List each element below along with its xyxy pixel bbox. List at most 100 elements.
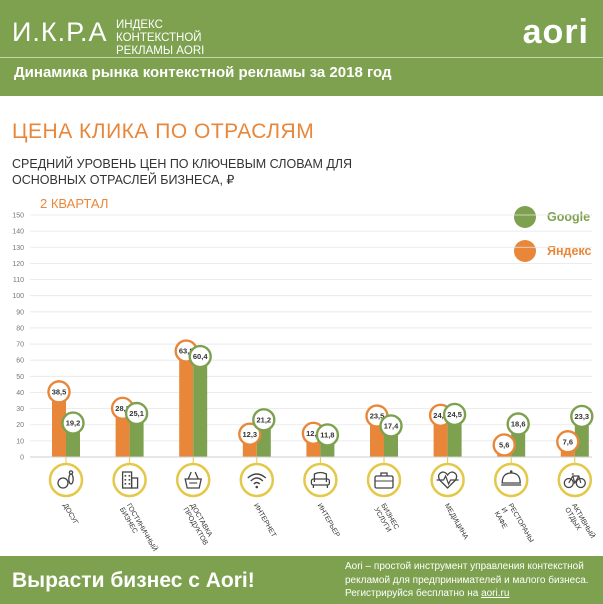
y-tick-label: 150	[12, 213, 24, 220]
category-label: ГОСТИНИЧНЫЙБИЗНЕС	[118, 502, 160, 553]
aori-logo[interactable]: aori	[522, 13, 589, 51]
category-group: 7,6 23,3 АКТИВНЫЙОТДЫХ	[556, 404, 597, 544]
footer-banner: Вырасти бизнес с Aori! Aori – простой ин…	[0, 556, 603, 604]
value-bubble-google	[61, 411, 85, 435]
category-icon-ring	[48, 462, 84, 498]
value-bubble-google	[124, 401, 149, 426]
value-label-google: 21,2	[256, 415, 271, 424]
bar-google	[129, 416, 144, 457]
category-label-line: ДОСУГ	[61, 503, 79, 527]
y-tick-label: 40	[16, 390, 24, 397]
category-group: 63,860,4 ДОСТАВКАПРОДУКТОВ	[174, 339, 216, 547]
y-tick-label: 80	[16, 325, 24, 332]
category-icon-ring	[239, 462, 275, 498]
value-bubble-yandex	[47, 380, 71, 404]
y-tick-label: 20	[16, 422, 24, 429]
value-bubble-google	[570, 404, 594, 429]
legend-yandex-swatch	[514, 240, 536, 262]
category-label: ИНТЕРЬЕР	[316, 503, 341, 539]
grocery-basket-icon	[184, 471, 203, 489]
y-tick-label: 120	[12, 261, 24, 268]
value-bubble-google	[379, 414, 403, 438]
value-label-yandex: 38,5	[52, 387, 67, 396]
value-label-google: 11,8	[320, 431, 334, 440]
category-icon-ring	[366, 462, 402, 498]
y-tick-label: 60	[16, 358, 24, 365]
category-label-line: И	[500, 507, 509, 515]
value-label-yandex: 28,3	[115, 404, 130, 413]
category-label-line: ИНТЕРНЕТ	[252, 503, 277, 540]
footer-link[interactable]: aori.ru	[481, 588, 510, 599]
category-icon-ring	[557, 462, 593, 498]
y-tick-label: 50	[16, 374, 24, 381]
footer-text: Aori – простой инструмент управления кон…	[345, 561, 589, 599]
value-bubble-yandex	[556, 430, 580, 454]
category-group: 23,517,4 БИЗНЕСУСЛУГИ	[365, 404, 403, 535]
footer-cta: Вырасти бизнес с Aori!	[12, 569, 255, 592]
bar-yandex	[115, 411, 130, 457]
value-label-yandex: 12,8	[306, 429, 321, 438]
value-bubble-google	[188, 344, 212, 369]
category-label: ДОСУГ	[61, 503, 79, 527]
header-title: Динамика рынка контекстной рекламы за 20…	[14, 64, 392, 81]
category-group: 38,5 19,2 ДОСУГ	[47, 380, 85, 527]
value-bubble-yandex	[492, 433, 516, 457]
category-icon-ring	[175, 462, 211, 498]
bar-google	[193, 359, 208, 457]
value-label-yandex: 63,8	[179, 347, 194, 356]
section-title: ЦЕНА КЛИКА ПО ОТРАСЛЯМ	[12, 120, 315, 143]
category-label: БИЗНЕСУСЛУГИ	[372, 503, 399, 535]
bar-google	[447, 417, 462, 457]
bicycle-icon	[563, 473, 586, 489]
value-bubble-google	[442, 402, 467, 427]
category-icon-ring	[493, 462, 529, 498]
category-group: 28,325,1 ГОСТИНИЧНЫЙБИЗНЕС	[110, 396, 160, 553]
value-bubble-google	[252, 408, 276, 432]
category-label-line: КАФЕ	[493, 511, 508, 531]
bar-google	[574, 419, 589, 457]
category-label: ДОСТАВКАПРОДУКТОВ	[182, 503, 216, 547]
value-bubble-google	[315, 423, 340, 447]
y-tick-label: 100	[12, 293, 24, 300]
armchair-icon	[310, 471, 331, 488]
bar-chart: 0 10 20 30 40 50 60 70 80 90 100 110 120 130 140 150 38,…	[12, 213, 597, 553]
category-label: АКТИВНЫЙОТДЫХ	[563, 502, 597, 544]
heart-pulse-icon	[436, 471, 459, 489]
category-icon-ring	[303, 462, 338, 498]
brand-name: И.К.Р.А	[12, 17, 108, 47]
bar-yandex	[179, 354, 194, 457]
value-bubble-yandex	[238, 422, 262, 446]
category-label: РЕСТОРАНЫИКАФЕ	[493, 503, 535, 552]
value-label-yandex: 24,0	[433, 411, 448, 420]
y-tick-label: 70	[16, 342, 24, 349]
category-label-line: МЕДИЦИНА	[443, 503, 469, 542]
category-label-line: РЕСТОРАНЫ	[506, 503, 534, 544]
value-label-yandex: 5,6	[499, 441, 509, 450]
legend-google-label: Google	[547, 210, 591, 224]
category-label: МЕДИЦИНА	[443, 503, 469, 542]
bar-yandex	[433, 418, 448, 457]
legend-google-swatch	[514, 206, 536, 228]
header-divider	[0, 57, 603, 58]
category-group: 5,6 18,6 РЕСТОРАНЫИКАФЕ	[492, 412, 535, 552]
value-label-google: 17,4	[384, 422, 399, 431]
period-label: 2 КВАРТАЛ	[40, 196, 109, 211]
y-tick-label: 110	[13, 277, 24, 284]
y-tick-label: 0	[20, 455, 24, 462]
y-tick-label: 10	[16, 438, 24, 445]
y-tick-label: 90	[16, 309, 24, 316]
y-tick-label: 140	[12, 229, 24, 236]
brand-subtitle: ИНДЕКС КОНТЕКСТНОЙ РЕКЛАМЫ AORI	[116, 19, 205, 57]
y-axis: 0 10 20 30 40 50 60 70 80 90 100 110 120 130 140 150	[12, 213, 592, 462]
header-banner: И.К.Р.А ИНДЕКС КОНТЕКСТНОЙ РЕКЛАМЫ AORI …	[0, 0, 603, 96]
bowling-icon	[57, 470, 74, 489]
value-label-yandex: 12,3	[242, 430, 257, 439]
value-label-yandex: 23,5	[370, 412, 385, 421]
category-group: 12,3 21,2 ИНТЕРНЕТ	[238, 408, 277, 540]
category-group: 12,8 11,8 ИНТЕРЬЕР	[301, 421, 341, 539]
briefcase-icon	[374, 472, 394, 489]
bar-yandex	[52, 394, 66, 457]
value-bubble-google	[506, 412, 530, 436]
wifi-icon	[247, 473, 267, 489]
category-label-line: ИНТЕРЬЕР	[316, 503, 341, 539]
